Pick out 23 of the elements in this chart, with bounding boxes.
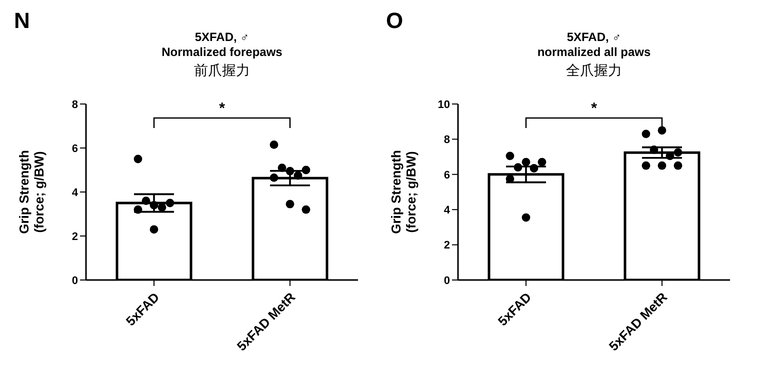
chart-title: 5XFAD, ♂ — [194, 30, 250, 45]
text: 全爪握力 — [565, 63, 623, 79]
annotation: * — [590, 100, 598, 117]
text: O — [386, 8, 404, 34]
text: N — [14, 8, 30, 34]
y-tick-label: 6 — [72, 142, 78, 155]
y-tick-label: 10 — [438, 98, 450, 111]
y-tick-label: 4 — [72, 186, 79, 199]
y-tick-label: 2 — [444, 240, 450, 252]
y-tick-label: 6 — [444, 169, 450, 182]
chart-subtitle: Normalized forepaws — [160, 45, 284, 60]
chart-title: 5XFAD, ♂ — [566, 30, 622, 45]
y-tick-label: 8 — [444, 134, 450, 146]
y-axis-title: Grip Strength (force; g/BW) — [388, 150, 418, 234]
y-tick-label: 0 — [444, 274, 450, 287]
y-tick-label: 2 — [72, 230, 78, 243]
y-axis-title: Grip Strength (force; g/BW) — [16, 150, 46, 234]
annotation: * — [218, 100, 226, 117]
y-tick-label: 4 — [444, 204, 451, 217]
y-tick-label: 8 — [72, 98, 78, 111]
y-tick-label: 0 — [72, 274, 78, 287]
text: 前爪握力 — [193, 63, 251, 79]
chart-subtitle: normalized all paws — [536, 45, 652, 60]
